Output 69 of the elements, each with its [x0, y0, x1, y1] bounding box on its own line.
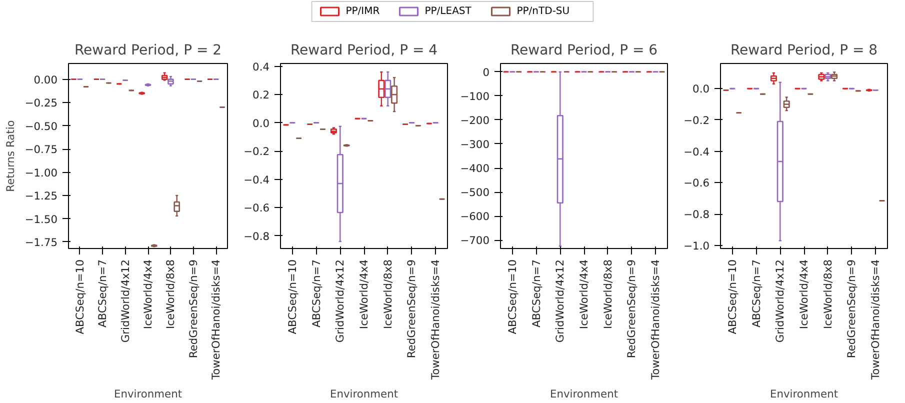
y-tick-label: −0.4: [244, 173, 270, 186]
x-tick-label: ABCSeq/n=7: [96, 259, 110, 328]
chart-title: Reward Period, P = 4: [290, 42, 438, 58]
y-tick-label: −1.75: [24, 236, 58, 249]
x-tick-label: GridWorld/4x12: [554, 259, 567, 343]
x-axis-title: Environment: [550, 388, 618, 401]
legend-label: PP/IMR: [346, 6, 380, 17]
x-tick-label: TowerOfHanoi/disks=4: [869, 259, 882, 381]
x-tick-label: IceWorld/4x4: [798, 259, 810, 330]
y-tick-label: −0.25: [24, 96, 58, 110]
x-axis-title: Environment: [770, 388, 838, 401]
x-tick-label: RedGreenSeq/n=9: [405, 259, 418, 358]
x-tick-label: ABCSeq/n=10: [286, 259, 299, 334]
y-tick-label: 0.2: [252, 88, 270, 102]
x-tick-label: RedGreenSeq/n=9: [625, 259, 638, 358]
x-tick-label: IceWorld/4x4: [142, 259, 154, 330]
y-tick-label: −0.6: [244, 202, 270, 215]
chart-title: Reward Period, P = 6: [510, 42, 658, 58]
y-tick-label: −400: [460, 162, 490, 176]
x-tick-label: IceWorld/8x8: [164, 259, 178, 330]
x-tick-label: IceWorld/4x4: [578, 259, 590, 330]
y-tick-label: −700: [460, 234, 490, 248]
y-tick-label: −0.2: [244, 145, 270, 158]
x-tick-label: GridWorld/4x12: [118, 259, 132, 343]
x-tick-label: GridWorld/4x12: [774, 259, 787, 343]
x-tick-label: TowerOfHanoi/disks=4: [429, 259, 442, 381]
x-tick-label: ABCSeq/n=10: [506, 259, 519, 334]
x-axis-title: Environment: [330, 388, 398, 401]
x-tick-label: TowerOfHanoi/disks=4: [649, 259, 662, 381]
y-tick-label: −200: [460, 114, 490, 127]
y-tick-label: −0.6: [684, 176, 710, 190]
x-tick-label: RedGreenSeq/n=9: [845, 259, 858, 358]
x-axis-title: Environment: [114, 388, 182, 401]
y-tick-label: −0.4: [684, 145, 710, 158]
x-tick-label: IceWorld/8x8: [381, 259, 394, 330]
y-tick-label: −300: [460, 138, 490, 151]
y-tick-label: −0.8: [684, 208, 710, 222]
x-tick-label: ABCSeq/n=10: [726, 259, 739, 334]
y-tick-label: −100: [460, 90, 490, 103]
y-tick-label: −500: [460, 186, 490, 200]
legend-label: PP/nTD-SU: [516, 6, 570, 17]
x-tick-label: RedGreenSeq/n=9: [186, 259, 200, 358]
x-tick-label: IceWorld/8x8: [821, 259, 834, 330]
x-tick-label: GridWorld/4x12: [334, 259, 347, 343]
y-tick-label: 0.00: [34, 73, 58, 86]
y-tick-label: −1.25: [24, 190, 58, 203]
y-axis-title: Returns Ratio: [4, 120, 17, 192]
y-tick-label: 0.0: [252, 116, 270, 130]
x-tick-label: ABCSeq/n=7: [310, 259, 323, 328]
y-tick-label: −0.2: [684, 114, 710, 127]
x-tick-label: ABCSeq/n=10: [73, 259, 86, 334]
chart-title: Reward Period, P = 2: [74, 42, 222, 58]
y-tick-label: −0.50: [24, 120, 58, 133]
x-tick-label: IceWorld/4x4: [358, 259, 370, 330]
y-tick-label: −1.0: [684, 239, 710, 252]
x-tick-label: IceWorld/8x8: [601, 259, 614, 330]
legend-label: PP/LEAST: [424, 6, 472, 17]
chart-title: Reward Period, P = 8: [730, 42, 878, 58]
y-tick-label: −1.50: [24, 212, 58, 226]
x-tick-label: ABCSeq/n=7: [530, 259, 543, 328]
y-tick-label: 0: [482, 66, 490, 79]
y-tick-label: −0.8: [244, 230, 270, 243]
y-tick-label: 0.4: [252, 60, 270, 74]
y-tick-label: −1.00: [24, 166, 58, 180]
y-tick-label: −600: [460, 210, 490, 224]
y-tick-label: −0.75: [24, 143, 58, 156]
y-tick-label: 0.0: [692, 82, 710, 96]
x-tick-label: ABCSeq/n=7: [750, 259, 763, 328]
x-tick-label: TowerOfHanoi/disks=4: [210, 259, 223, 381]
